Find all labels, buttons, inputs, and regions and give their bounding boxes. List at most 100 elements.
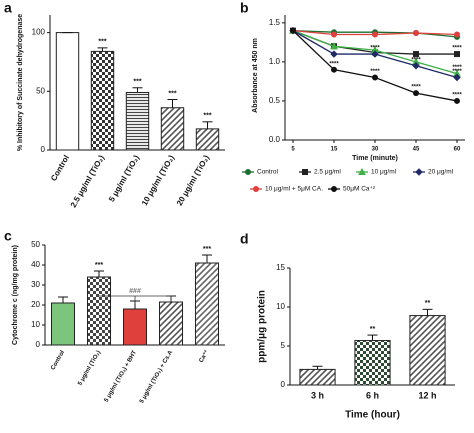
y-tick-label: 10 bbox=[276, 302, 285, 311]
legend-label: 10 μg/ml + 5μM CA. bbox=[265, 186, 323, 193]
x-tick-label: Control bbox=[50, 350, 66, 372]
x-tick-label: 5 μg/ml (TiO₂) bbox=[77, 350, 102, 387]
marker bbox=[371, 50, 379, 58]
significance: *** bbox=[98, 39, 106, 46]
y-tick-label: 100 bbox=[32, 28, 46, 37]
x-axis-label: Time (minute) bbox=[352, 155, 398, 162]
legend-label: 2.5 μg/ml bbox=[314, 169, 341, 176]
marker bbox=[330, 42, 338, 50]
x-tick-label: 20 μg/ml (TiO₂) bbox=[175, 153, 211, 207]
bar bbox=[160, 107, 185, 151]
bracket bbox=[99, 295, 172, 304]
significance: ** bbox=[425, 300, 431, 307]
legend-marker bbox=[331, 186, 337, 192]
marker bbox=[330, 50, 338, 58]
x-tick-label: Ca⁺² bbox=[198, 349, 210, 364]
y-tick-label: 0.5 bbox=[269, 96, 281, 105]
y-tick-label: 1.0 bbox=[269, 57, 281, 66]
significance: **** bbox=[452, 69, 462, 75]
y-tick-label: 0 bbox=[41, 145, 46, 154]
panel-label: d bbox=[240, 231, 249, 247]
y-axis-label: ppm/μg protein bbox=[257, 290, 268, 363]
x-tick-label: 15 bbox=[331, 147, 338, 153]
marker bbox=[331, 66, 337, 73]
legend-label: 20 μg/ml bbox=[428, 169, 454, 176]
marker bbox=[331, 31, 337, 38]
bar bbox=[122, 308, 148, 346]
x-tick-label: 30 bbox=[372, 147, 379, 153]
x-tick-label: 5 μg/ml (TiO₂) bbox=[107, 153, 141, 203]
legend-marker bbox=[358, 167, 366, 175]
y-tick-label: 30 bbox=[31, 280, 40, 289]
bar bbox=[86, 276, 112, 346]
panel-label: a bbox=[4, 0, 12, 16]
bar bbox=[354, 340, 391, 386]
significance: *** bbox=[133, 79, 141, 86]
y-tick-label: 50 bbox=[31, 240, 40, 249]
significance: **** bbox=[452, 46, 462, 52]
y-axis-label: Absorbance at 450 nm bbox=[252, 38, 259, 113]
significance: *** bbox=[203, 246, 211, 253]
x-tick-label: 60 bbox=[454, 147, 461, 153]
y-tick-label: 10 bbox=[31, 320, 40, 329]
bar bbox=[55, 32, 80, 151]
legend-label: 50μM Ca⁺² bbox=[343, 186, 376, 193]
y-tick-label: 15 bbox=[276, 263, 285, 272]
y-tick-label: 1.5 bbox=[269, 18, 281, 27]
marker bbox=[413, 90, 419, 97]
y-axis-label: Cytochrome c (ng/mg protein) bbox=[12, 245, 19, 345]
x-tick-label: 45 bbox=[413, 147, 420, 153]
y-tick-label: 40 bbox=[31, 260, 40, 269]
significance: *** bbox=[95, 262, 103, 269]
marker bbox=[453, 73, 461, 82]
significance: **** bbox=[370, 69, 380, 75]
legend-marker bbox=[245, 169, 251, 175]
y-axis-label: % Inhibitory of Succinate dehydrogenase bbox=[17, 14, 24, 151]
significance: **** bbox=[329, 61, 339, 67]
series-line bbox=[292, 30, 458, 102]
bar bbox=[90, 50, 115, 151]
x-tick-label: 6 h bbox=[366, 390, 379, 400]
y-tick-label: 20 bbox=[31, 300, 40, 309]
marker bbox=[413, 29, 419, 36]
significance: **** bbox=[370, 46, 380, 52]
marker bbox=[413, 51, 419, 58]
significance: *** bbox=[168, 90, 176, 97]
marker bbox=[372, 31, 378, 38]
significance: ** bbox=[370, 326, 376, 333]
bar bbox=[299, 368, 336, 386]
legend-label: 10 μg/ml bbox=[371, 169, 397, 176]
bar bbox=[158, 301, 184, 346]
y-tick-label: 0 bbox=[281, 380, 286, 389]
marker bbox=[454, 97, 460, 104]
x-tick-label: 5 μg/ml (TiO₂) + Cs.A bbox=[139, 349, 174, 404]
legend-marker bbox=[253, 186, 259, 192]
significance: **** bbox=[452, 65, 462, 71]
y-tick-label: 5 bbox=[281, 341, 286, 350]
x-tick-label: 5 μg/ml (TiO₂) + BHT bbox=[104, 350, 139, 404]
y-tick-label: 50 bbox=[36, 86, 45, 95]
significance: **** bbox=[411, 85, 421, 91]
x-tick-label: Control bbox=[49, 154, 71, 183]
bar bbox=[50, 302, 76, 346]
bar bbox=[195, 128, 220, 151]
panel-label: c bbox=[4, 228, 12, 244]
marker bbox=[412, 62, 420, 70]
bar bbox=[409, 315, 446, 386]
x-tick-label: 5 bbox=[291, 147, 295, 153]
legend-label: Control bbox=[257, 169, 279, 176]
bar bbox=[194, 262, 220, 346]
x-tick-label: 2.5 μg/ml (TiO₂) bbox=[69, 153, 106, 209]
panel-label: b bbox=[240, 0, 249, 16]
bracket-label: ### bbox=[129, 288, 141, 295]
significance: **** bbox=[411, 57, 421, 63]
bar bbox=[125, 91, 150, 151]
marker bbox=[454, 31, 460, 38]
marker bbox=[372, 74, 378, 81]
legend-marker bbox=[415, 168, 423, 176]
x-tick-label: 10 μg/ml (TiO₂) bbox=[140, 153, 176, 207]
x-axis-label: Time (hour) bbox=[345, 410, 400, 421]
significance: **** bbox=[452, 93, 462, 99]
x-tick-label: 3 h bbox=[311, 390, 324, 400]
